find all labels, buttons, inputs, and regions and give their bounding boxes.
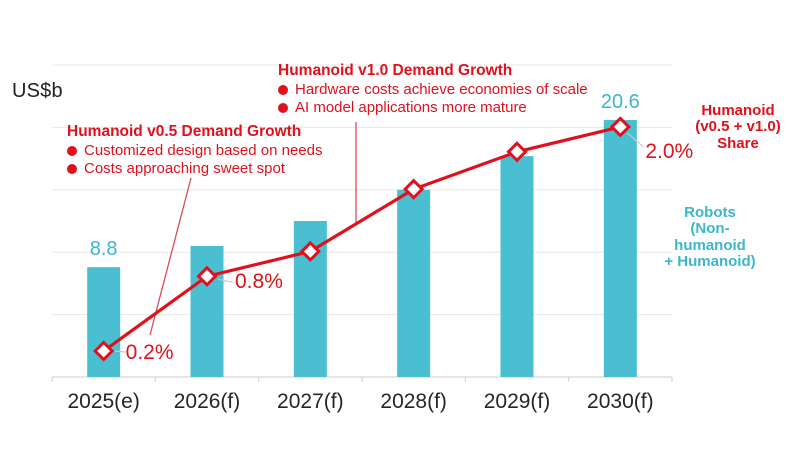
share-line bbox=[102, 125, 621, 353]
annotation-v1-bullet-2: AI model applications more mature bbox=[278, 99, 588, 117]
annotation-v05-title: Humanoid v0.5 Demand Growth bbox=[67, 123, 302, 140]
bar-value-label-2025(e): 8.8 bbox=[89, 238, 118, 261]
bar-value-label-2030(f): 20.6 bbox=[600, 90, 640, 113]
legend-humanoid-share: Humanoid (v0.5 + v1.0) Share bbox=[690, 102, 786, 152]
bullet-icon bbox=[278, 103, 288, 113]
label-connector bbox=[626, 132, 644, 148]
x-axis-label-2026(f): 2026(f) bbox=[173, 390, 241, 413]
annotation-v05-bullet-1-text: Customized design based on needs bbox=[84, 142, 323, 159]
x-axis-label-2027(f): 2027(f) bbox=[277, 390, 344, 413]
bar-2028(f) bbox=[397, 189, 431, 377]
bar-2030(f) bbox=[603, 119, 637, 378]
legend-robots-line-3: + Humanoid) bbox=[664, 252, 756, 270]
bar-2029(f) bbox=[500, 156, 534, 377]
x-axis-label-2030(f): 2030(f) bbox=[587, 390, 654, 413]
x-axis-label-2025(e): 2025(e) bbox=[67, 390, 140, 413]
y-axis-unit-label: US$b bbox=[12, 80, 63, 102]
annotation-v05-bullet-2-text: Costs approaching sweet spot bbox=[84, 160, 285, 177]
annotation-v05-bullet-2: Costs approaching sweet spot bbox=[67, 160, 323, 178]
annotation-v1-bullet-1: Hardware costs achieve economies of scal… bbox=[278, 81, 588, 99]
legend-robots-line-1: Robots bbox=[684, 204, 736, 221]
x-axis-label-2028(f): 2028(f) bbox=[380, 390, 447, 413]
label-connector bbox=[114, 350, 126, 353]
bullet-icon bbox=[67, 146, 77, 156]
annotation-v1-title: Humanoid v1.0 Demand Growth bbox=[278, 62, 513, 79]
share-value-label-2025(e): 0.2% bbox=[125, 341, 174, 364]
share-marker-2025(e) bbox=[93, 340, 115, 362]
annotation-v05-demand-growth: Humanoid v0.5 Demand Growth Customized d… bbox=[67, 121, 323, 178]
legend-humanoid-share-line-2: (v0.5 + v1.0) bbox=[695, 118, 781, 136]
annotation-v05-bullet-1: Customized design based on needs bbox=[67, 142, 323, 160]
legend-robots-line-2: (Non-humanoid bbox=[674, 220, 746, 254]
bullet-icon bbox=[67, 164, 77, 174]
legend-humanoid-share-line-3: Share bbox=[717, 134, 759, 152]
share-value-label-2030(f): 2.0% bbox=[645, 139, 694, 163]
x-axis-label-2029(f): 2029(f) bbox=[483, 390, 551, 413]
share-marker-2029(f) bbox=[506, 141, 528, 163]
share-marker-2026(f) bbox=[196, 265, 218, 287]
share-marker-2028(f) bbox=[403, 178, 425, 200]
bullet-icon bbox=[278, 85, 288, 95]
share-marker-2030(f) bbox=[609, 116, 631, 138]
share-value-label-2026(f): 0.8% bbox=[235, 270, 283, 294]
label-connector bbox=[217, 278, 234, 283]
bar-2026(f) bbox=[190, 245, 224, 377]
share-marker-2027(f) bbox=[299, 240, 321, 263]
legend-robots: Robots (Non-humanoid + Humanoid) bbox=[656, 204, 764, 270]
legend-humanoid-share-line-1: Humanoid bbox=[701, 102, 775, 119]
annotation-v1-bullet-1-text: Hardware costs achieve economies of scal… bbox=[295, 81, 588, 98]
annotation-v1-demand-growth: Humanoid v1.0 Demand Growth Hardware cos… bbox=[278, 60, 588, 117]
annotation-v1-bullet-2-text: AI model applications more mature bbox=[295, 99, 527, 116]
leader-line-v05 bbox=[149, 177, 192, 336]
